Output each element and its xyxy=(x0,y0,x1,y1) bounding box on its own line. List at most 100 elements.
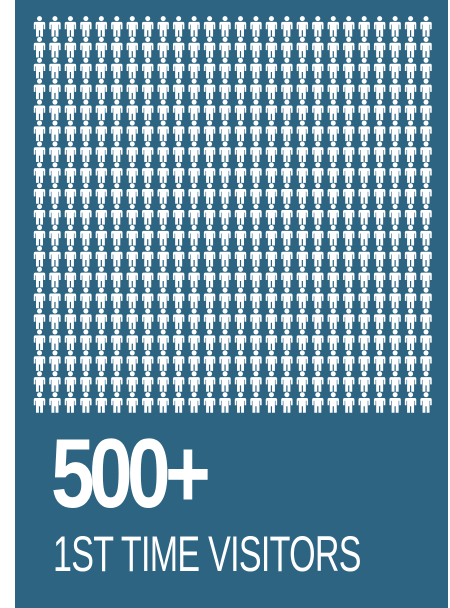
person-icon xyxy=(358,308,370,330)
person-icon xyxy=(157,141,169,162)
person-icon xyxy=(80,78,92,100)
person-icon xyxy=(373,162,386,183)
person-icon xyxy=(219,183,231,204)
person-icon xyxy=(234,266,247,288)
person-icon xyxy=(404,329,417,351)
person-icon xyxy=(203,57,216,79)
person-icon xyxy=(49,350,61,371)
person-icon xyxy=(312,99,324,121)
person-icon xyxy=(373,204,386,225)
person-icon xyxy=(420,57,432,79)
person-icon xyxy=(172,266,185,288)
person-icon xyxy=(250,308,262,330)
person-icon xyxy=(219,204,231,225)
person-icon xyxy=(33,57,46,79)
person-icon xyxy=(281,225,293,246)
person-icon xyxy=(126,162,138,183)
person-icon xyxy=(142,392,154,413)
person-icon xyxy=(142,16,154,37)
person-icon xyxy=(188,371,200,392)
person-icon xyxy=(219,371,231,392)
person-icon xyxy=(111,183,123,204)
person-icon xyxy=(265,225,278,246)
person-icon xyxy=(126,120,138,142)
person-icon xyxy=(49,287,61,309)
person-icon xyxy=(250,16,262,37)
person-icon xyxy=(188,204,200,225)
person-icon xyxy=(157,204,169,225)
person-icon xyxy=(203,266,216,288)
person-icon xyxy=(95,308,108,330)
person-icon xyxy=(203,162,216,183)
person-icon xyxy=(64,204,77,225)
person-icon xyxy=(234,245,247,267)
person-icon xyxy=(312,392,324,413)
person-icon xyxy=(250,245,262,267)
person-icon xyxy=(327,162,339,183)
person-icon xyxy=(95,350,108,371)
person-icon xyxy=(95,36,108,58)
person-icon xyxy=(404,371,417,392)
person-icon xyxy=(64,57,77,79)
person-icon xyxy=(296,371,309,392)
person-icon xyxy=(327,245,339,267)
person-icon xyxy=(49,204,61,225)
person-icon xyxy=(312,350,324,371)
person-icon xyxy=(188,266,200,288)
person-icon xyxy=(234,162,247,183)
person-icon xyxy=(142,162,154,183)
person-icon xyxy=(64,245,77,267)
person-icon xyxy=(389,57,401,79)
person-icon xyxy=(312,287,324,309)
person-icon xyxy=(312,162,324,183)
person-icon xyxy=(157,162,169,183)
person-icon xyxy=(111,371,123,392)
person-icon xyxy=(188,225,200,246)
person-icon xyxy=(80,204,92,225)
person-icon xyxy=(234,78,247,100)
person-icon xyxy=(95,183,108,204)
person-icon xyxy=(373,392,386,413)
person-icon xyxy=(188,183,200,204)
person-icon xyxy=(33,350,46,371)
person-icon xyxy=(358,162,370,183)
person-icon xyxy=(250,57,262,79)
person-icon xyxy=(64,371,77,392)
person-icon xyxy=(111,141,123,162)
person-icon xyxy=(33,245,46,267)
person-icon xyxy=(250,183,262,204)
person-icon xyxy=(373,245,386,267)
person-icon xyxy=(80,57,92,79)
person-icon xyxy=(358,350,370,371)
person-icon xyxy=(281,266,293,288)
person-icon xyxy=(111,57,123,79)
person-icon xyxy=(49,36,61,58)
person-icon xyxy=(250,225,262,246)
person-icon xyxy=(219,392,231,413)
person-icon xyxy=(343,204,355,225)
person-icon xyxy=(327,308,339,330)
person-icon xyxy=(95,99,108,121)
person-icon xyxy=(250,350,262,371)
person-icon xyxy=(358,141,370,162)
person-icon xyxy=(327,141,339,162)
person-icon xyxy=(111,266,123,288)
person-icon xyxy=(126,308,138,330)
person-icon xyxy=(142,57,154,79)
person-icon xyxy=(327,266,339,288)
person-icon xyxy=(327,204,339,225)
person-icon xyxy=(126,57,138,79)
person-icon xyxy=(265,308,278,330)
person-icon xyxy=(111,245,123,267)
person-icon xyxy=(142,204,154,225)
person-icon xyxy=(49,225,61,246)
person-icon xyxy=(389,204,401,225)
person-icon xyxy=(265,99,278,121)
person-icon xyxy=(296,392,309,413)
person-icon xyxy=(327,371,339,392)
person-icon xyxy=(64,392,77,413)
person-icon xyxy=(49,120,61,142)
person-icon xyxy=(95,371,108,392)
person-icon xyxy=(343,392,355,413)
person-icon xyxy=(111,16,123,37)
